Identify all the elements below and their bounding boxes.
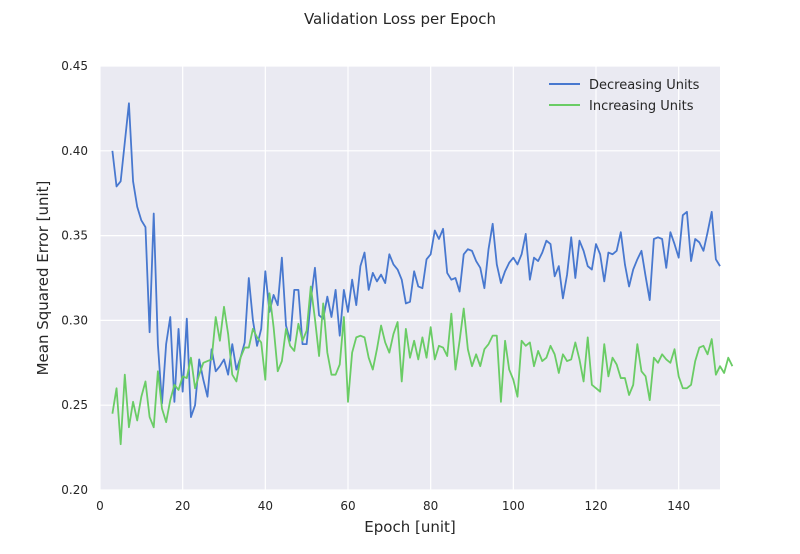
x-tick-label: 20	[175, 499, 190, 513]
y-tick-label: 0.40	[61, 144, 88, 158]
series-line-increasing-units	[111, 285, 734, 446]
x-axis-title: Epoch [unit]	[364, 518, 455, 536]
x-tick-label: 60	[340, 499, 355, 513]
x-tick-label: 100	[502, 499, 525, 513]
x-tick-label: 80	[423, 499, 438, 513]
series-layer	[111, 102, 734, 446]
x-tick-label: 120	[585, 499, 608, 513]
x-tick-label: 140	[667, 499, 690, 513]
legend-label-increasing: Increasing Units	[589, 99, 694, 114]
x-tick-label: 40	[258, 499, 273, 513]
plot-background	[100, 66, 720, 490]
y-tick-label: 0.20	[61, 483, 88, 497]
y-tick-label: 0.30	[61, 313, 88, 327]
x-axis-ticks: 0 20 40 60 80 100 120 140	[96, 499, 690, 513]
series-line-decreasing-units	[111, 102, 721, 418]
x-tick-label: 0	[96, 499, 104, 513]
y-tick-label: 0.35	[61, 229, 88, 243]
chart-title: Validation Loss per Epoch	[304, 10, 496, 28]
y-axis-ticks: 0.20 0.25 0.30 0.35 0.40 0.45	[61, 59, 88, 497]
legend-label-decreasing: Decreasing Units	[589, 78, 700, 93]
y-axis-title: Mean Squared Error [unit]	[34, 181, 52, 376]
legend: Decreasing Units Increasing Units	[549, 78, 700, 114]
y-tick-label: 0.45	[61, 59, 88, 73]
y-tick-label: 0.25	[61, 398, 88, 412]
